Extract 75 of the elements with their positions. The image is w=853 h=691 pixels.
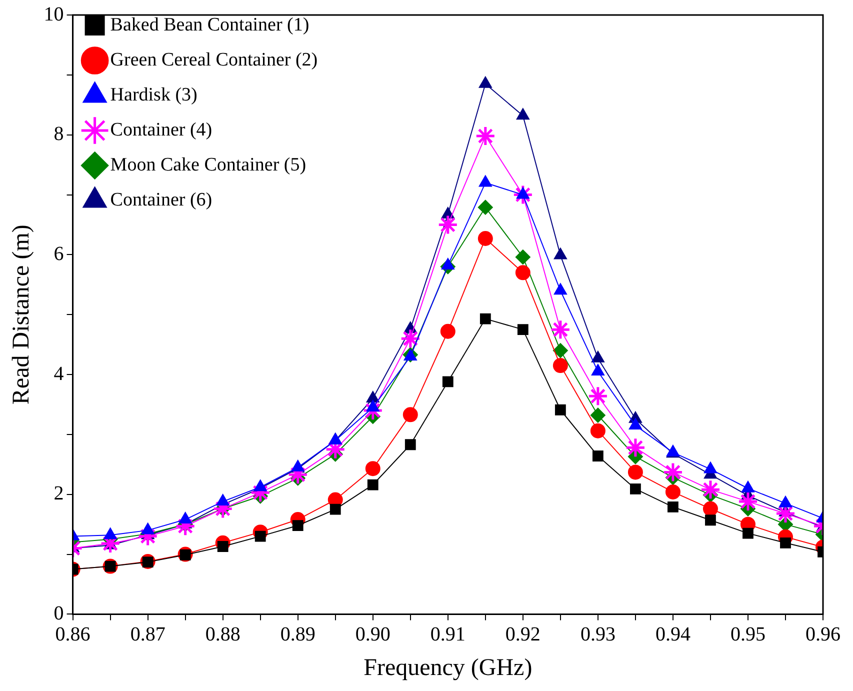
point	[440, 324, 456, 339]
y-tick-label: 6	[54, 242, 64, 265]
point	[700, 479, 721, 500]
x-tick-label: 0.89	[280, 623, 316, 646]
point	[662, 462, 684, 482]
x-tick-label: 0.95	[730, 623, 766, 646]
point	[178, 512, 192, 524]
point	[780, 537, 791, 548]
point	[554, 283, 567, 295]
point	[402, 407, 418, 422]
point	[330, 504, 341, 515]
point	[216, 494, 230, 506]
point	[625, 437, 646, 458]
point	[705, 514, 716, 526]
y-tick-label: 8	[54, 123, 64, 146]
point	[516, 108, 530, 120]
point	[591, 364, 604, 376]
point	[478, 76, 492, 88]
point	[630, 484, 641, 494]
x-axis-title: Frequency (GHz)	[364, 654, 532, 681]
y-axis-title: Read Distance (m)	[8, 224, 35, 405]
point	[550, 319, 571, 340]
point	[478, 200, 493, 215]
point	[554, 248, 567, 260]
point	[478, 231, 493, 246]
legend-label: Container (6)	[110, 189, 212, 210]
legend-label: Moon Cake Container (5)	[110, 154, 306, 176]
x-tick-label: 0.88	[205, 623, 240, 646]
y-tick-label: 2	[54, 482, 64, 505]
x-tick-label: 0.91	[430, 623, 466, 646]
point	[512, 184, 534, 206]
x-tick-label: 0.94	[655, 623, 690, 646]
point	[478, 175, 492, 187]
point	[588, 386, 608, 406]
point	[475, 126, 496, 146]
point	[592, 450, 604, 462]
x-tick-label: 0.90	[355, 623, 390, 646]
x-tick-label: 0.87	[130, 623, 166, 646]
point	[517, 324, 528, 336]
point	[516, 187, 530, 199]
point	[590, 408, 606, 423]
point	[665, 484, 680, 500]
point	[515, 265, 530, 280]
point	[365, 461, 380, 476]
point	[702, 501, 718, 516]
point	[441, 258, 454, 270]
point	[438, 214, 458, 235]
point	[668, 501, 678, 512]
point	[404, 439, 416, 450]
point	[590, 423, 606, 438]
point	[442, 376, 454, 388]
point	[480, 313, 491, 324]
point	[738, 491, 758, 512]
x-tick-label: 0.93	[580, 623, 616, 646]
point	[704, 462, 718, 474]
legend-label: Hardisk (3)	[110, 84, 198, 106]
point	[552, 343, 568, 358]
point	[628, 464, 643, 480]
point	[591, 350, 604, 362]
legend-label: Container (4)	[110, 119, 212, 140]
x-tick-label: 0.96	[806, 623, 840, 646]
x-tick-label: 0.86	[55, 623, 90, 646]
y-tick-label: 0	[54, 602, 64, 624]
point	[292, 520, 304, 531]
legend-label: Green Cereal Container (2)	[110, 49, 318, 70]
point	[742, 528, 754, 539]
point	[515, 250, 530, 265]
point	[552, 358, 568, 374]
y-tick-label: 4	[54, 362, 64, 385]
x-tick-label: 0.92	[505, 623, 540, 646]
point	[400, 328, 421, 349]
legend-label: Baked Bean Container (1)	[110, 14, 310, 36]
y-tick-label: 10	[44, 3, 64, 26]
point	[367, 479, 378, 490]
point	[554, 404, 566, 416]
